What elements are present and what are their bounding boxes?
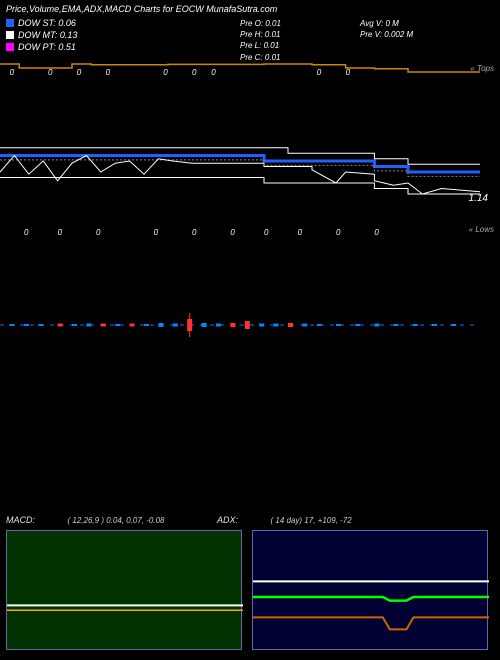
- top-value: 0: [77, 68, 81, 77]
- stat-high: Pre H: 0.01: [240, 29, 281, 40]
- low-value: 0: [230, 228, 234, 237]
- low-value: 0: [298, 228, 302, 237]
- low-value: 0: [154, 228, 158, 237]
- macd-params: ( 12,26,9 ) 0.04, 0.07, -0.08: [68, 516, 165, 525]
- swatch-mt: [6, 31, 14, 39]
- price-chart: [0, 95, 500, 235]
- adx-chart: [253, 531, 489, 651]
- swatch-st: [6, 19, 14, 27]
- page-title: Price,Volume,EMA,ADX,MACD Charts for EOC…: [0, 0, 500, 18]
- indicator-header: MACD: ( 12,26,9 ) 0.04, 0.07, -0.08 ADX:…: [6, 515, 494, 525]
- stats-ohlc: Pre O: 0.01 Pre H: 0.01 Pre L: 0.01 Pre …: [240, 18, 281, 63]
- macd-title: MACD:: [6, 515, 35, 525]
- top-value: 0: [192, 68, 196, 77]
- stats-volume: Avg V: 0 M Pre V: 0.002 M: [360, 18, 413, 40]
- legend-mt-label: DOW MT: 0.13: [18, 30, 77, 40]
- low-value: 0: [96, 228, 100, 237]
- top-value: 0: [48, 68, 52, 77]
- top-value: 0: [346, 68, 350, 77]
- low-value: 0: [264, 228, 268, 237]
- macd-panel: [6, 530, 242, 650]
- legend-st-label: DOW ST: 0.06: [18, 18, 76, 28]
- legend-dow-st: DOW ST: 0.06: [6, 18, 77, 28]
- low-value: 0: [24, 228, 28, 237]
- low-value: 0: [336, 228, 340, 237]
- legend-dow-pt: DOW PT: 0.51: [6, 42, 77, 52]
- top-value: 0: [317, 68, 321, 77]
- low-value: 0: [192, 228, 196, 237]
- macd-chart: [7, 531, 243, 651]
- swatch-pt: [6, 43, 14, 51]
- volume-candle-chart: [0, 295, 480, 355]
- low-value: 0: [58, 228, 62, 237]
- top-value: 0: [106, 68, 110, 77]
- tops-chart: [0, 60, 480, 100]
- stat-avg-vol: Avg V: 0 M: [360, 18, 413, 29]
- stat-pre-vol: Pre V: 0.002 M: [360, 29, 413, 40]
- legend: DOW ST: 0.06 DOW MT: 0.13 DOW PT: 0.51: [6, 18, 77, 54]
- top-value: 0: [10, 68, 14, 77]
- adx-panel: [252, 530, 488, 650]
- legend-dow-mt: DOW MT: 0.13: [6, 30, 77, 40]
- top-value: 0: [211, 68, 215, 77]
- stat-open: Pre O: 0.01: [240, 18, 281, 29]
- adx-title: ADX:: [217, 515, 238, 525]
- top-value: 0: [163, 68, 167, 77]
- stat-low: Pre L: 0.01: [240, 40, 281, 51]
- low-value: 0: [374, 228, 378, 237]
- adx-params: ( 14 day) 17, +109, -72: [271, 516, 352, 525]
- legend-pt-label: DOW PT: 0.51: [18, 42, 76, 52]
